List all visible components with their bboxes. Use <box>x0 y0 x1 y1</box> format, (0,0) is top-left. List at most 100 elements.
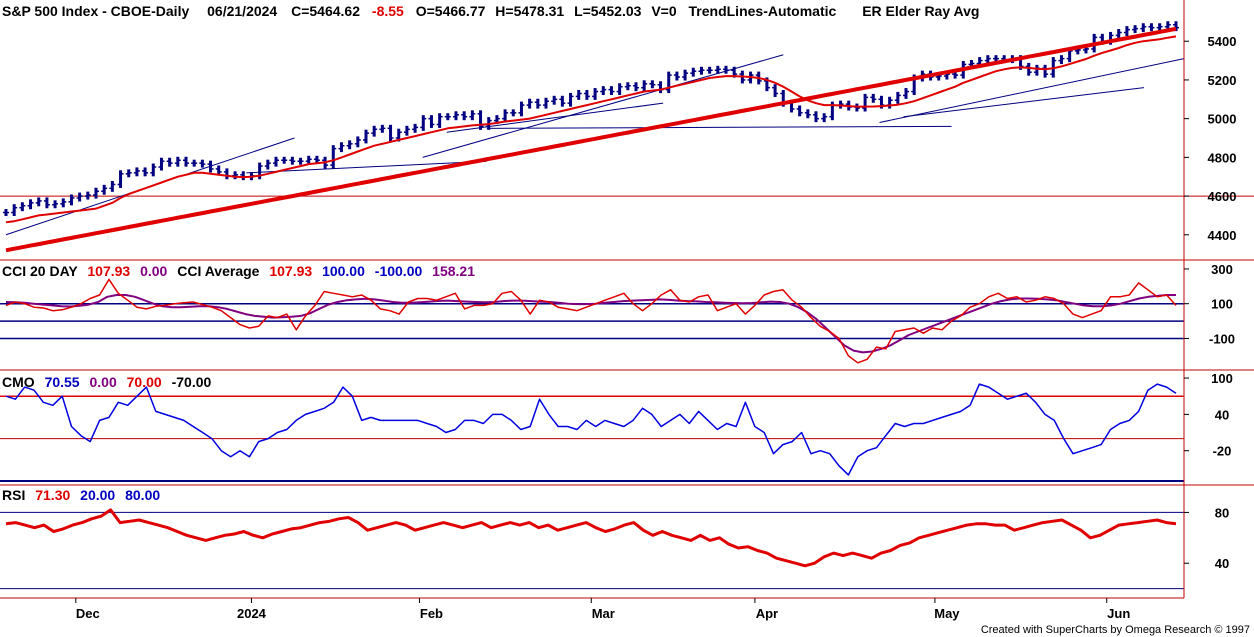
trendline-7 <box>903 87 1145 118</box>
cmo-line <box>5 383 1177 476</box>
price-trendlines <box>5 54 1185 236</box>
ma-long-line <box>5 26 1177 253</box>
price-bar <box>870 93 877 103</box>
price-bar <box>371 125 378 137</box>
trendline-6 <box>879 58 1185 124</box>
x-tick-label: Mar <box>592 606 615 621</box>
rsi-line <box>5 508 1177 568</box>
price-bar <box>379 124 386 133</box>
price-bar <box>624 82 631 91</box>
x-tick-label: 2024 <box>237 606 267 621</box>
axis-labels: 4400 4600 4800 5000 5200 5400 300 100 -100 100 40 -… <box>75 34 1237 621</box>
cci-upper: 100.00 <box>322 263 365 279</box>
price-bar <box>3 209 9 216</box>
price-bar <box>1148 23 1155 32</box>
price-bar <box>862 93 869 112</box>
cmo-tick-label: 40 <box>1215 407 1229 422</box>
price-bar <box>387 124 394 142</box>
price-tick-label: 4400 <box>1208 228 1237 243</box>
trendlines-label: TrendLines-Automatic <box>688 3 837 19</box>
cmo-zero: 0.00 <box>89 374 117 390</box>
price-bar <box>232 171 239 180</box>
price-bar <box>1140 23 1147 33</box>
cci-value: 107.93 <box>87 263 131 279</box>
price-bar <box>166 157 173 167</box>
price-tick-label: 5000 <box>1208 112 1237 127</box>
cci-avg2: 158.21 <box>432 263 475 279</box>
price-bar <box>199 159 206 168</box>
price-bar <box>330 145 337 169</box>
cmo-name: CMO <box>2 374 35 390</box>
cci-avg-value: 107.93 <box>269 263 313 279</box>
rsi-tick-label: 80 <box>1215 505 1229 520</box>
rsi-name: RSI <box>2 487 26 503</box>
price-bar <box>723 65 729 74</box>
price-bar <box>567 92 574 107</box>
price-header: S&P 500 Index - CBOE-Daily 06/21/2024 C=… <box>2 3 979 19</box>
price-bar <box>93 187 99 199</box>
price-bar <box>207 160 214 173</box>
cmo-header: CMO 70.55 0.00 70.00 -70.00 <box>2 374 211 390</box>
price-bar <box>714 65 721 74</box>
price-bar <box>633 82 639 92</box>
price-bar <box>1058 55 1065 65</box>
price-bar <box>273 156 279 167</box>
price-bar <box>240 171 247 181</box>
rsi-lower: 20.00 <box>80 487 116 503</box>
price-bar <box>559 95 566 107</box>
price-bar <box>68 194 75 206</box>
price-tick-label: 4800 <box>1208 150 1237 165</box>
cmo-panel <box>0 383 1184 482</box>
rsi-header: RSI 71.30 20.00 80.00 <box>2 487 160 503</box>
price-bar <box>1132 25 1139 34</box>
price-bar <box>502 109 509 123</box>
price-bar <box>706 66 713 74</box>
price-bar <box>551 95 558 105</box>
elder-ray-label: ER Elder Ray Avg <box>862 3 980 19</box>
x-tick-label: Apr <box>756 606 778 621</box>
volume-label: V=0 <box>651 3 677 19</box>
rsi-upper: 80.00 <box>125 487 161 503</box>
price-bar <box>354 136 361 148</box>
cci-average-line <box>5 294 1176 354</box>
price-bar <box>657 81 664 94</box>
price-bar <box>60 198 67 208</box>
price-bar <box>84 191 91 200</box>
low-label: L=5452.03 <box>574 3 642 19</box>
price-bar <box>264 159 271 170</box>
cmo-upper: 70.00 <box>126 374 162 390</box>
price-bar <box>150 163 157 177</box>
price-bar <box>191 159 198 167</box>
price-bar <box>469 110 476 121</box>
price-bar <box>886 96 893 109</box>
price-bar <box>772 84 779 97</box>
cci-name: CCI 20 DAY <box>2 263 78 279</box>
price-bar <box>903 88 909 99</box>
price-bar <box>583 90 590 100</box>
price-bar <box>183 156 189 167</box>
price-bar <box>1156 23 1163 32</box>
price-bar <box>35 197 42 207</box>
price-bar <box>1025 62 1032 76</box>
price-bar <box>616 83 623 96</box>
price-bar <box>796 105 803 117</box>
price-bar <box>510 109 517 117</box>
price-bar <box>223 168 230 180</box>
price-bar <box>1123 26 1130 36</box>
price-bar <box>428 115 435 128</box>
rsi-panel <box>0 508 1184 590</box>
high-label: H=5478.31 <box>495 3 565 19</box>
cci-zero: 0.00 <box>140 263 168 279</box>
price-bar <box>346 140 353 150</box>
trendline-5 <box>486 125 952 129</box>
cci-line <box>5 278 1177 364</box>
price-bar <box>19 202 26 212</box>
x-tick-label: Dec <box>76 606 100 621</box>
symbol-label: S&P 500 Index - CBOE-Daily <box>2 3 190 19</box>
price-bar <box>412 123 419 133</box>
price-bar <box>1033 64 1040 76</box>
price-bar <box>289 156 296 165</box>
price-bar <box>477 110 484 130</box>
price-bar <box>11 204 18 216</box>
price-bar <box>894 91 901 104</box>
